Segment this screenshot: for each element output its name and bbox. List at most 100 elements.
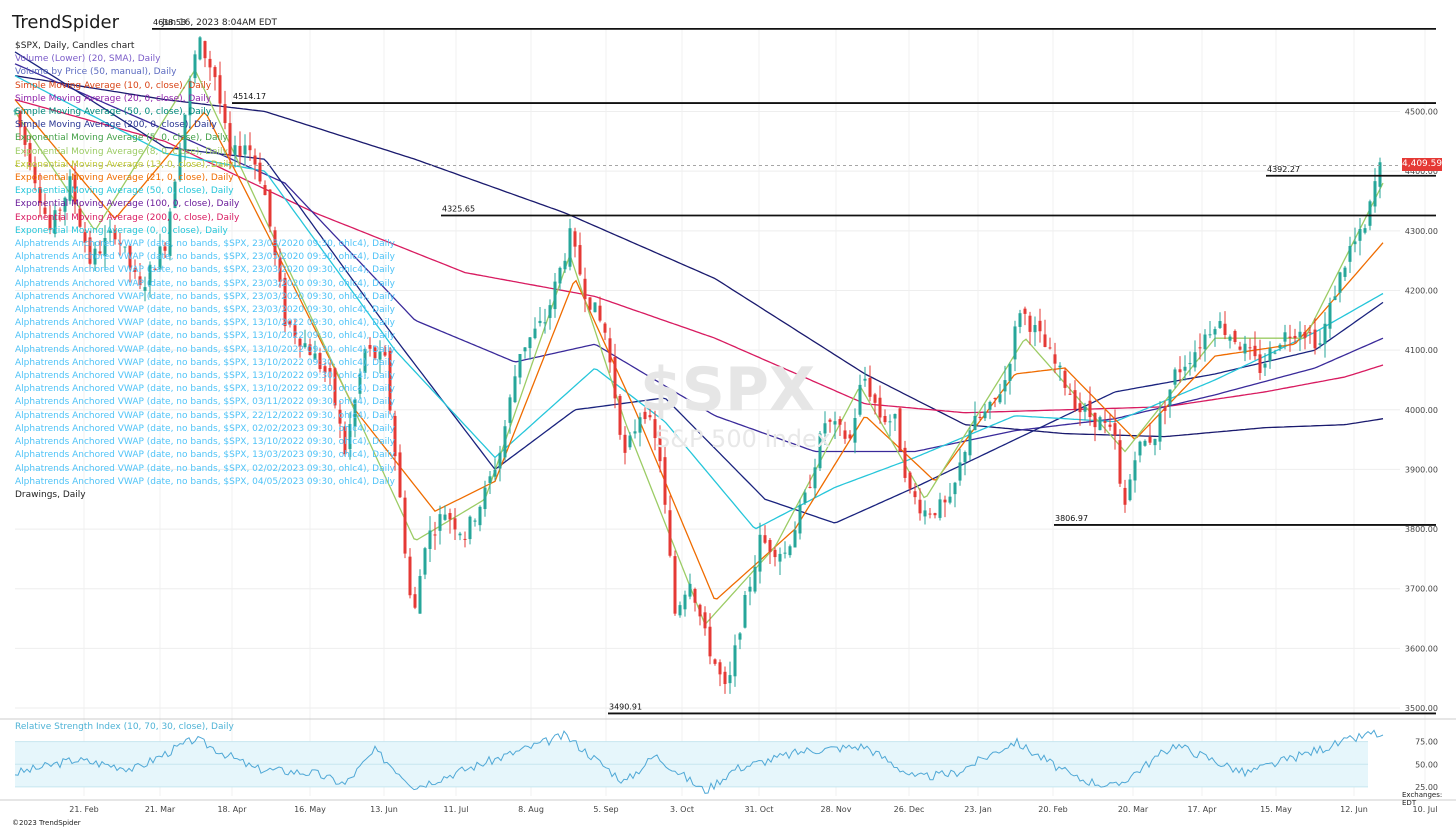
candle-body bbox=[273, 230, 277, 256]
candle-body bbox=[608, 338, 612, 363]
candle-body bbox=[1013, 326, 1017, 360]
candle-body bbox=[1028, 315, 1032, 332]
x-tick-label: 12. Jun bbox=[1340, 805, 1368, 814]
candle-body bbox=[1278, 344, 1282, 349]
candle-body bbox=[223, 104, 227, 124]
candle-body bbox=[1178, 369, 1182, 373]
y-tick-label: 3600.00 bbox=[1405, 644, 1438, 653]
candle-body bbox=[1218, 321, 1222, 328]
candle-body bbox=[743, 594, 747, 628]
candle-body bbox=[1253, 345, 1257, 357]
candle-body bbox=[1313, 329, 1317, 349]
trendspider-logo: TrendSpider bbox=[12, 12, 120, 33]
candle-body bbox=[258, 162, 262, 182]
y-tick-label: 4400.00 bbox=[1405, 167, 1438, 176]
candle-body bbox=[298, 338, 302, 347]
candle-body bbox=[58, 209, 62, 211]
candle-body bbox=[63, 197, 67, 212]
candle-body bbox=[613, 357, 617, 399]
candle-body bbox=[593, 302, 597, 313]
candle-body bbox=[283, 277, 287, 327]
candle-body bbox=[48, 214, 52, 230]
candle-body bbox=[1133, 460, 1137, 481]
y-tick-label: 4000.00 bbox=[1405, 406, 1438, 415]
candle-body bbox=[1088, 400, 1092, 418]
candle-body bbox=[248, 145, 252, 151]
candle-body bbox=[18, 111, 22, 128]
candle-body bbox=[1168, 389, 1172, 406]
candle-body bbox=[963, 452, 967, 463]
candle-body bbox=[153, 268, 157, 271]
candle-body bbox=[103, 237, 107, 257]
candle-body bbox=[403, 497, 407, 554]
y-tick-label: 4100.00 bbox=[1405, 346, 1438, 355]
candle-body bbox=[1248, 347, 1252, 349]
candle-body bbox=[1033, 325, 1037, 333]
candle-body bbox=[768, 539, 772, 552]
candle-body bbox=[898, 408, 902, 452]
candle-body bbox=[553, 281, 557, 310]
candle-body bbox=[788, 546, 792, 556]
candle-body bbox=[263, 185, 267, 196]
candle-body bbox=[538, 320, 542, 324]
candle-body bbox=[358, 373, 362, 394]
candle-body bbox=[68, 176, 72, 201]
candle-body bbox=[488, 476, 492, 483]
candle-body bbox=[1148, 437, 1152, 443]
candle-body bbox=[433, 534, 437, 536]
candle-body bbox=[188, 80, 192, 116]
candle-body bbox=[933, 513, 937, 516]
candle-body bbox=[1333, 296, 1337, 301]
candle-body bbox=[913, 491, 917, 498]
current-price-tag: 4,409.59 bbox=[1402, 158, 1443, 172]
candle-body bbox=[1143, 440, 1147, 446]
candle-body bbox=[288, 321, 292, 326]
candle-body bbox=[353, 399, 357, 427]
x-tick-label: 21. Feb bbox=[69, 805, 98, 814]
candle-body bbox=[873, 394, 877, 403]
candle-body bbox=[1328, 302, 1332, 329]
candle-body bbox=[738, 633, 742, 640]
candle-body bbox=[1078, 403, 1082, 413]
candle-body bbox=[673, 556, 677, 614]
candle-body bbox=[1183, 366, 1187, 371]
candle-body bbox=[303, 343, 307, 348]
candle-body bbox=[318, 353, 322, 369]
candle-body bbox=[1138, 441, 1142, 456]
candle-body bbox=[878, 397, 882, 418]
candle-body bbox=[1368, 201, 1372, 226]
x-tick-label: 10. Jul bbox=[1413, 805, 1438, 814]
candle-body bbox=[908, 472, 912, 489]
candle-body bbox=[568, 228, 572, 267]
candle-body bbox=[548, 305, 552, 318]
candle-body bbox=[1273, 352, 1277, 354]
candle-body bbox=[1283, 332, 1287, 342]
candle-body bbox=[1228, 336, 1232, 341]
candle-body bbox=[518, 353, 522, 378]
candle-body bbox=[683, 594, 687, 610]
candle-body bbox=[558, 267, 562, 284]
candle-body bbox=[928, 513, 932, 515]
candle-body bbox=[483, 487, 487, 510]
x-tick-label: 3. Oct bbox=[670, 805, 694, 814]
candle-body bbox=[328, 368, 332, 372]
candle-body bbox=[508, 397, 512, 423]
candle-body bbox=[268, 189, 272, 227]
candle-body bbox=[623, 434, 627, 453]
x-tick-label: 11. Jul bbox=[444, 805, 469, 814]
candle-body bbox=[523, 347, 527, 352]
candle-body bbox=[443, 514, 447, 520]
candle-body bbox=[363, 348, 367, 373]
candle-body bbox=[1128, 479, 1132, 501]
candle-body bbox=[838, 419, 842, 425]
candle-body bbox=[678, 605, 682, 616]
candle-body bbox=[723, 671, 727, 685]
candle-body bbox=[428, 530, 432, 549]
candle-body bbox=[323, 366, 327, 373]
candle-body bbox=[1193, 352, 1197, 368]
moving-average-line bbox=[14, 51, 1384, 524]
candle-body bbox=[278, 257, 282, 282]
x-tick-label: 5. Sep bbox=[593, 805, 618, 814]
candle-body bbox=[1068, 393, 1072, 395]
